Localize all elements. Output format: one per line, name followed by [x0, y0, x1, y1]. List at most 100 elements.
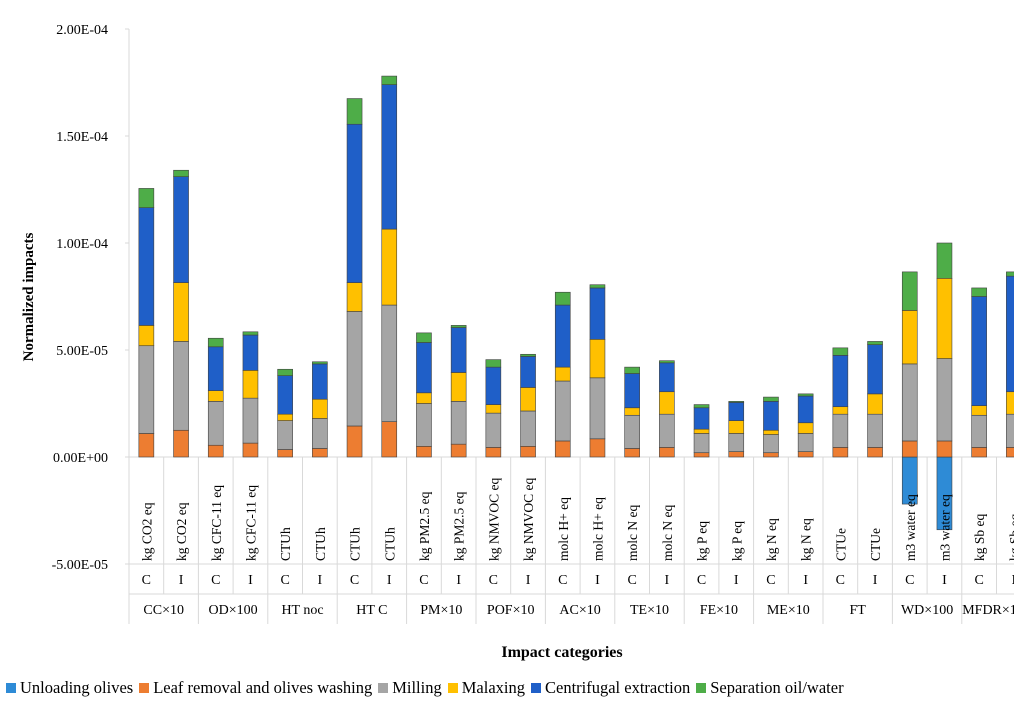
- bar-segment-leaf-removal-and-olives-washing: [901, 440, 918, 458]
- bar-segment-separation-oil-water: [520, 353, 536, 357]
- bar-segment-leaf-removal-and-olives-washing: [242, 442, 259, 458]
- scenario-label: I: [526, 573, 531, 588]
- bar-segment-leaf-removal-and-olives-washing: [624, 448, 640, 458]
- legend-swatch: [530, 683, 541, 693]
- unit-label: kg NMVOC eq: [486, 478, 501, 561]
- scenario-label: C: [142, 573, 151, 588]
- group-label: HT noc: [281, 603, 323, 618]
- bar-segment-leaf-removal-and-olives-washing: [867, 447, 883, 458]
- bar-segment-centrifugal-extraction: [346, 123, 363, 283]
- legend-item: Unloading olives: [6, 678, 133, 698]
- bar-segment-separation-oil-water: [381, 75, 398, 85]
- bar-segment-milling: [381, 304, 398, 422]
- unit-label: CTUe: [833, 528, 848, 561]
- bar-segment-malaxing: [867, 393, 883, 415]
- bar-segment-separation-oil-water: [277, 368, 293, 376]
- bar-segment-separation-oil-water: [554, 291, 571, 306]
- scenario-label: I: [1012, 573, 1014, 588]
- bar-segment-separation-oil-water: [936, 242, 953, 279]
- bar-segment-malaxing: [277, 413, 293, 421]
- scenario-label: C: [280, 573, 289, 588]
- bar-segment-malaxing: [659, 391, 675, 415]
- bar-segment-separation-oil-water: [450, 325, 467, 328]
- bar-segment-centrifugal-extraction: [520, 356, 536, 388]
- bar-segment-centrifugal-extraction: [450, 327, 467, 373]
- bar-segment-leaf-removal-and-olives-washing: [554, 440, 571, 458]
- bar-segment-leaf-removal-and-olives-washing: [277, 449, 293, 458]
- scenario-label: I: [179, 573, 184, 588]
- bar-segment-milling: [242, 397, 259, 444]
- unit-label: kg N eq: [764, 518, 779, 561]
- unit-label: molc N eq: [625, 505, 640, 561]
- bar-segment-malaxing: [624, 407, 640, 416]
- bar-segment-leaf-removal-and-olives-washing: [173, 429, 189, 458]
- scenario-label: C: [419, 573, 428, 588]
- bar-segment-milling: [485, 412, 502, 448]
- scenario-label: C: [836, 573, 845, 588]
- bar-segment-milling: [416, 403, 432, 447]
- scenario-label: C: [350, 573, 359, 588]
- scenario-label: I: [873, 573, 878, 588]
- bar-segment-separation-oil-water: [797, 393, 814, 397]
- bar-segment-malaxing: [971, 405, 987, 416]
- bar-segment-leaf-removal-and-olives-washing: [797, 451, 814, 458]
- group-label: FE×10: [700, 603, 738, 618]
- unit-label: kg CO2 eq: [174, 502, 189, 561]
- bar-segment-milling: [450, 401, 467, 445]
- bar-segment-separation-oil-water: [242, 331, 259, 336]
- bar-segment-centrifugal-extraction: [173, 176, 189, 283]
- bar-segment-malaxing: [381, 228, 398, 306]
- group-label: POF×10: [487, 603, 535, 618]
- bar-segment-malaxing: [346, 282, 363, 312]
- bar-segment-centrifugal-extraction: [242, 334, 259, 371]
- bar-segment-centrifugal-extraction: [554, 304, 571, 368]
- bar-segment-leaf-removal-and-olives-washing: [207, 444, 224, 458]
- bar-segment-separation-oil-water: [728, 401, 745, 403]
- bar-segment-milling: [520, 410, 536, 447]
- unit-label: CTUh: [313, 527, 328, 561]
- scenario-label: C: [211, 573, 220, 588]
- bar-segment-separation-oil-water: [763, 396, 779, 402]
- bar-segment-centrifugal-extraction: [693, 407, 710, 430]
- scenario-label: I: [665, 573, 670, 588]
- bar-segment-leaf-removal-and-olives-washing: [138, 433, 155, 458]
- bar-segment-malaxing: [520, 387, 536, 412]
- group-label: AC×10: [559, 603, 600, 618]
- bar-segment-centrifugal-extraction: [971, 296, 987, 406]
- bar-segment-malaxing: [554, 366, 571, 382]
- bar-segment-milling: [728, 433, 745, 452]
- bar-segment-leaf-removal-and-olives-washing: [416, 445, 432, 458]
- bar-segment-leaf-removal-and-olives-washing: [312, 448, 328, 458]
- bar-segment-centrifugal-extraction: [763, 401, 779, 431]
- bar-segment-separation-oil-water: [346, 98, 363, 125]
- legend-label: Milling: [392, 678, 442, 697]
- scenario-label: I: [318, 573, 323, 588]
- bar-segment-malaxing: [138, 325, 155, 347]
- bar-segment-milling: [971, 414, 987, 448]
- bar-segment-centrifugal-extraction: [797, 395, 814, 424]
- scenario-label: C: [905, 573, 914, 588]
- scenario-label: C: [766, 573, 775, 588]
- bar-segment-separation-oil-water: [901, 271, 918, 311]
- group-label: CC×10: [143, 603, 184, 618]
- bar-segment-leaf-removal-and-olives-washing: [485, 447, 502, 458]
- bar-segment-centrifugal-extraction: [138, 207, 155, 326]
- unit-label: kg P eq: [695, 521, 710, 561]
- bar-segment-separation-oil-water: [867, 341, 883, 345]
- y-tick-label: 5.00E-05: [56, 344, 108, 359]
- unit-label: kg PM2.5 eq: [452, 491, 467, 561]
- bar-segment-leaf-removal-and-olives-washing: [728, 451, 745, 458]
- bar-segment-milling: [1006, 413, 1014, 448]
- scenario-label: I: [803, 573, 808, 588]
- unit-label: kg CFC-11 eq: [209, 485, 224, 561]
- y-axis-title: Normalized impacts: [21, 232, 37, 361]
- unit-label: kg P eq: [729, 521, 744, 561]
- y-tick-label: 0.00E+00: [53, 451, 108, 466]
- unit-label: kg Sb eq: [972, 514, 987, 562]
- bar-segment-centrifugal-extraction: [832, 355, 849, 408]
- unit-label: m3 water eq: [937, 494, 952, 561]
- group-label: WD×100: [901, 603, 953, 618]
- bar-segment-malaxing: [589, 338, 606, 379]
